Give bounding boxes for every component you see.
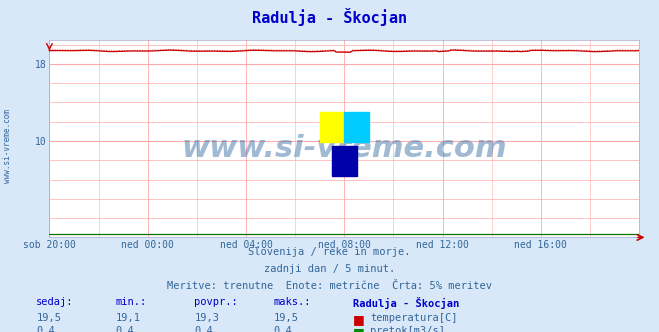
Text: temperatura[C]: temperatura[C]: [370, 313, 458, 323]
Text: maks.:: maks.:: [273, 297, 311, 307]
Text: Radulja - Škocjan: Radulja - Škocjan: [252, 8, 407, 26]
Bar: [345, 112, 369, 142]
Text: min.:: min.:: [115, 297, 146, 307]
Text: 0,4: 0,4: [115, 326, 134, 332]
Text: ■: ■: [353, 313, 364, 326]
Text: 0,4: 0,4: [194, 326, 213, 332]
Text: pretok[m3/s]: pretok[m3/s]: [370, 326, 445, 332]
Text: www.si-vreme.com: www.si-vreme.com: [181, 134, 507, 163]
Text: ■: ■: [353, 326, 364, 332]
Text: 0,4: 0,4: [36, 326, 55, 332]
Bar: [320, 112, 345, 142]
Text: Radulja - Škocjan: Radulja - Škocjan: [353, 297, 459, 309]
Text: zadnji dan / 5 minut.: zadnji dan / 5 minut.: [264, 264, 395, 274]
Text: 19,5: 19,5: [273, 313, 299, 323]
Text: 0,4: 0,4: [273, 326, 292, 332]
Text: Meritve: trenutne  Enote: metrične  Črta: 5% meritev: Meritve: trenutne Enote: metrične Črta: …: [167, 281, 492, 290]
Text: 19,3: 19,3: [194, 313, 219, 323]
Text: sedaj:: sedaj:: [36, 297, 74, 307]
Text: www.si-vreme.com: www.si-vreme.com: [3, 109, 13, 183]
Bar: [332, 146, 357, 176]
Text: 19,1: 19,1: [115, 313, 140, 323]
Text: 19,5: 19,5: [36, 313, 61, 323]
Text: povpr.:: povpr.:: [194, 297, 238, 307]
Text: Slovenija / reke in morje.: Slovenija / reke in morje.: [248, 247, 411, 257]
